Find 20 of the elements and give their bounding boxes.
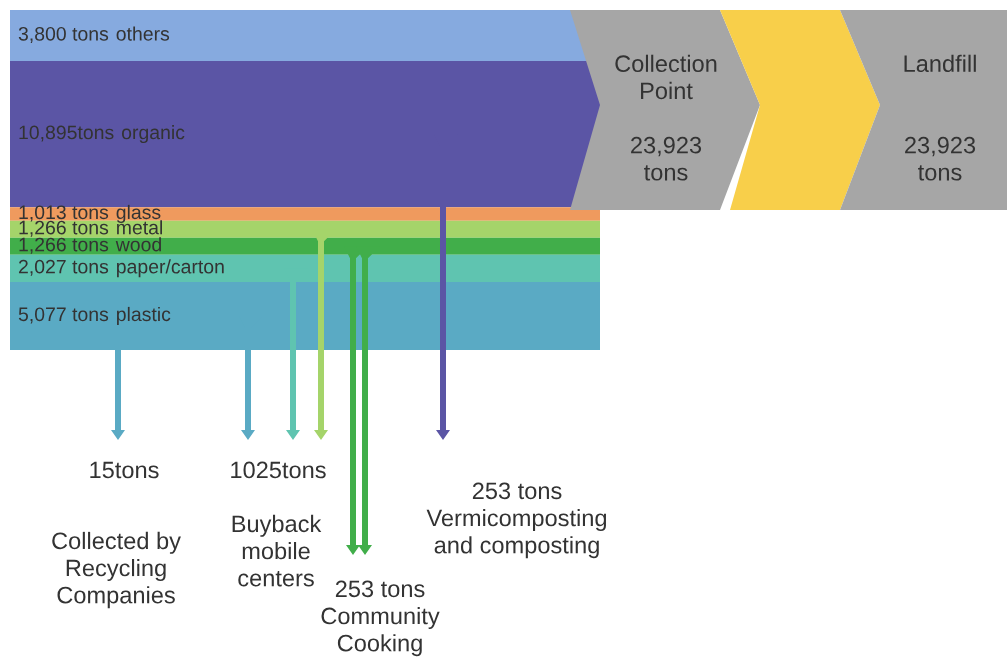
category-label: wood bbox=[115, 237, 161, 252]
data-label: 1,266 tons bbox=[19, 237, 109, 254]
text: Collected by Recycling Companies bbox=[52, 531, 181, 609]
text: Landfill 23,923 tons bbox=[904, 54, 976, 181]
text: 15tons bbox=[90, 461, 159, 479]
category-label: plastic bbox=[117, 306, 171, 326]
data-label: 10,895tons bbox=[19, 125, 114, 142]
text: 1025tons bbox=[231, 461, 326, 479]
data-label: 3,800 tons bbox=[18, 26, 109, 44]
category-label: paper/carton bbox=[117, 259, 224, 278]
category-label: others bbox=[116, 26, 170, 41]
text: 253 tons Vermicomposting and composting bbox=[426, 482, 607, 559]
data-label: 2,027 tons bbox=[18, 259, 109, 276]
category-label: organic bbox=[121, 125, 185, 144]
text: Collection Point 23,923 tons bbox=[615, 54, 717, 181]
data-label: 1,013 tons bbox=[19, 205, 109, 222]
text: Buyback mobile centers bbox=[232, 514, 322, 587]
data-label: 1,266 tons bbox=[19, 220, 109, 237]
data-label: 5,077 tons bbox=[18, 307, 109, 324]
text: 253 tons Community Cooking bbox=[321, 580, 440, 657]
